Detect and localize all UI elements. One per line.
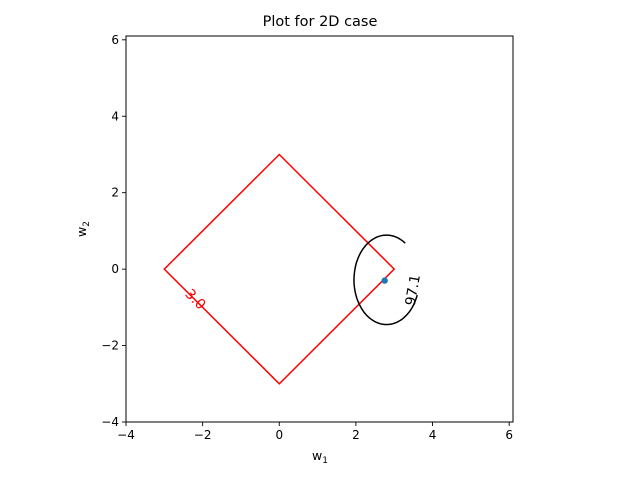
y-tick-label: 4 bbox=[111, 109, 119, 123]
y-tick-label: 6 bbox=[111, 33, 119, 47]
y-axis-label-sub: 2 bbox=[82, 221, 92, 227]
x-axis-label-sub: 1 bbox=[322, 456, 328, 466]
y-axis-label: w2 bbox=[74, 221, 92, 237]
x-tick-label: −4 bbox=[117, 428, 135, 442]
y-tick-label: 2 bbox=[111, 186, 119, 200]
ellipse-contour-label: 97.1 bbox=[403, 273, 424, 306]
plot-frame bbox=[125, 35, 514, 423]
ellipse-contour bbox=[353, 234, 418, 326]
y-tick-label: 0 bbox=[111, 262, 119, 276]
x-tick-label: −2 bbox=[194, 428, 212, 442]
x-axis-label-base: w bbox=[312, 448, 322, 463]
chart-title: Plot for 2D case bbox=[263, 14, 378, 30]
x-axis-label: w1 bbox=[312, 448, 328, 466]
y-axis-label-base: w bbox=[74, 227, 89, 237]
y-tick-label: −4 bbox=[101, 415, 119, 429]
x-tick-label: 0 bbox=[275, 428, 283, 442]
x-axis-ticks: −4 −2 0 2 4 6 bbox=[117, 422, 513, 442]
diamond-contour bbox=[163, 153, 396, 385]
optimum-point bbox=[381, 277, 388, 284]
y-tick-label: −2 bbox=[101, 339, 119, 353]
x-tick-label: 6 bbox=[505, 428, 513, 442]
x-tick-label: 2 bbox=[352, 428, 360, 442]
y-axis-ticks: −4 −2 0 2 4 6 bbox=[101, 33, 126, 429]
x-tick-label: 4 bbox=[429, 428, 437, 442]
